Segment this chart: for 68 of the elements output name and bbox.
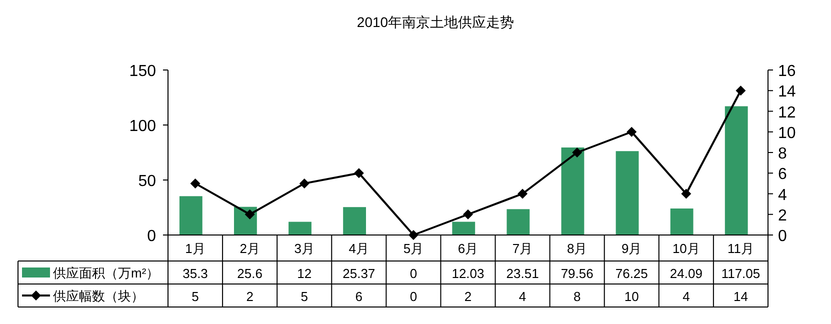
x-tick-label: 4月: [348, 241, 370, 256]
x-tick-label: 10月: [672, 241, 700, 256]
data-label: 14: [733, 289, 748, 304]
point: [244, 209, 255, 220]
bar: [670, 208, 694, 235]
y2-tick-label: 14: [778, 84, 796, 101]
bar: [452, 222, 476, 235]
point: [572, 148, 582, 158]
y2-tick-label: 12: [778, 104, 796, 122]
bar: [616, 151, 639, 235]
y2-tick-label: 10: [778, 124, 796, 142]
x-tick-label: 7月: [512, 241, 533, 256]
x-tick-label: 11月: [727, 241, 754, 256]
data-label: 4: [682, 289, 690, 304]
point: [681, 188, 692, 199]
point: [463, 209, 473, 220]
data-label: 79.56: [560, 266, 594, 281]
y2-tick-label: 2: [778, 207, 787, 224]
chart-title: 2010年南京土地供应走势: [356, 14, 514, 30]
x-tick-label: 2月: [240, 241, 260, 256]
point: [736, 86, 746, 96]
data-label: 2: [246, 289, 254, 304]
bar: [288, 222, 312, 235]
bar: [343, 207, 366, 235]
data-label: 35.3: [182, 266, 208, 281]
x-tick-label: 3月: [294, 241, 314, 256]
data-label: 5: [300, 289, 308, 304]
point: [518, 188, 528, 199]
y-tick-label: 150: [129, 63, 156, 80]
point: [299, 178, 310, 188]
y-tick-label: 100: [129, 118, 156, 135]
y2-tick-label: 6: [778, 166, 787, 184]
data-label: 25.37: [342, 266, 376, 281]
data-label: 76.25: [615, 266, 648, 281]
point: [190, 178, 200, 188]
y2-tick-label: 0: [778, 228, 787, 245]
data-label: 0: [410, 289, 418, 304]
data-label: 5: [192, 289, 199, 304]
data-label: 23.51: [506, 266, 539, 281]
y-tick-label: 50: [138, 173, 156, 190]
legend-label: 供应幅数（块）: [53, 288, 144, 304]
data-label: 0: [410, 266, 418, 281]
y2-tick-label: 4: [778, 186, 787, 204]
data-label: 8: [573, 289, 581, 304]
data-label: 12.03: [452, 266, 484, 281]
y2-tick-label: 8: [778, 146, 787, 162]
x-tick-label: 6月: [458, 241, 478, 256]
x-tick-label: 9月: [622, 241, 642, 256]
x-tick-label: 1月: [185, 241, 206, 256]
data-label: 2: [464, 289, 472, 304]
x-tick-label: 8月: [566, 241, 588, 256]
data-label: 4: [518, 289, 526, 304]
point: [354, 168, 364, 178]
data-label: 12: [297, 266, 312, 281]
bar: [561, 147, 584, 235]
bar: [724, 106, 748, 235]
data-label: 10: [624, 289, 639, 304]
data-label: 24.09: [670, 266, 702, 281]
bar: [179, 196, 202, 235]
legend-label: 供应面积（万m²）: [53, 266, 160, 280]
point: [626, 126, 637, 137]
bar: [506, 209, 530, 235]
x-tick-label: 5月: [403, 241, 424, 256]
y-tick-label: 0: [147, 228, 156, 245]
y2-tick-label: 16: [778, 63, 796, 80]
data-label: 6: [355, 289, 363, 304]
data-label: 117.05: [721, 266, 760, 281]
data-label: 25.6: [237, 266, 262, 281]
